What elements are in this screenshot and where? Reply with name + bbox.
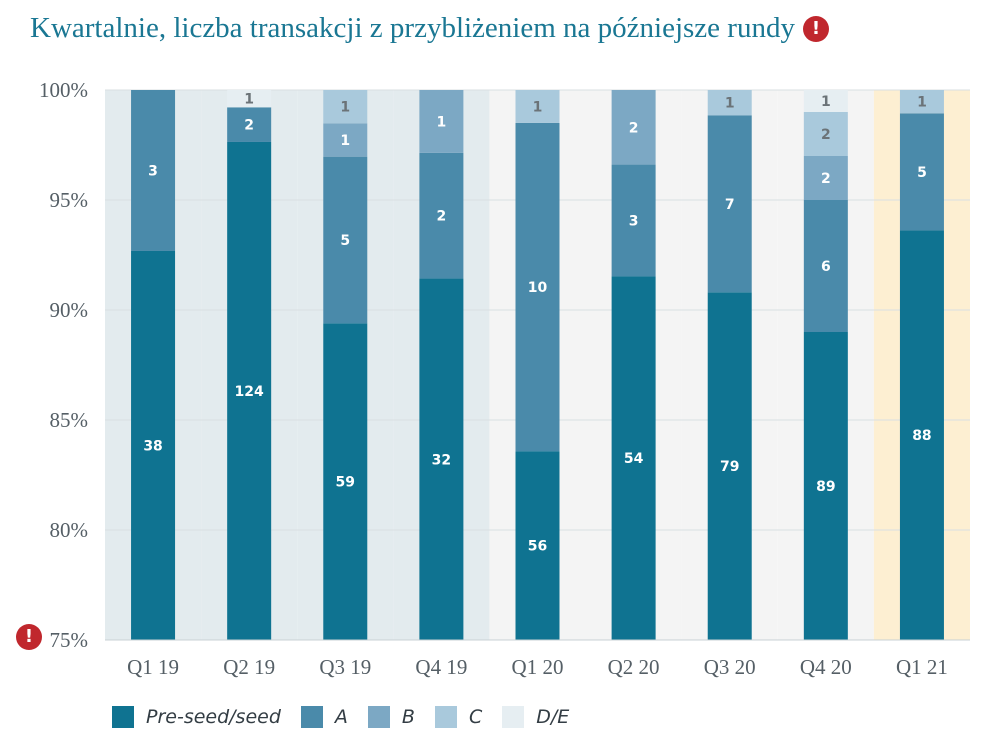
bar-segment [899, 230, 944, 640]
data-label: 2 [244, 118, 254, 134]
data-label: 56 [528, 539, 547, 555]
data-label: 38 [143, 438, 162, 454]
bar-segment [611, 90, 656, 165]
data-label: 3 [629, 214, 639, 230]
bar-segment [323, 323, 368, 640]
legend-swatch [434, 706, 457, 728]
y-tick-label: 90% [50, 298, 89, 322]
bar-segment [131, 250, 176, 640]
data-label: 88 [912, 428, 931, 444]
y-tick-label: 100% [39, 78, 88, 102]
legend-swatch [502, 706, 525, 728]
bar-segment [707, 90, 752, 116]
alert-icon: ! [802, 16, 829, 42]
legend-label: A [334, 706, 348, 728]
data-label: 10 [528, 280, 548, 296]
bar-segment [515, 122, 560, 452]
bar-segment [803, 156, 848, 200]
y-tick-label: 95% [50, 188, 89, 212]
bar-segment [611, 276, 656, 640]
legend-item: C [434, 706, 483, 728]
data-label: 1 [917, 95, 927, 111]
bar-segment [611, 164, 656, 277]
y-tick-label: 80% [50, 518, 89, 542]
x-tick-label: Q1 20 [512, 655, 564, 679]
chart-title: Kwartalnie, liczba transakcji z przybliż… [30, 12, 829, 45]
legend-label: B [401, 706, 415, 728]
x-tick-label: Q2 19 [223, 655, 275, 679]
data-label: 1 [244, 92, 254, 108]
bar-segment [419, 278, 464, 640]
bar-segment [515, 451, 560, 640]
data-label: 79 [720, 459, 739, 475]
data-label: 54 [624, 451, 644, 467]
data-label: 6 [821, 259, 831, 275]
legend-swatch [112, 706, 134, 728]
bar-segment [323, 123, 368, 157]
data-label: 32 [432, 452, 451, 468]
bar-segment [227, 141, 272, 640]
data-label: 2 [437, 209, 447, 225]
bar-segment [323, 90, 368, 124]
data-label: 1 [340, 133, 350, 149]
bar-segment [419, 90, 464, 153]
bar-segment [227, 107, 272, 142]
data-label: 5 [340, 233, 350, 249]
x-tick-label: Q3 20 [704, 655, 756, 679]
legend-label: D/E [536, 706, 570, 728]
chart-legend: Pre-seed/seed A B C D/E [112, 706, 589, 728]
y-tick-label: 85% [50, 408, 89, 432]
data-label: 3 [148, 163, 158, 179]
legend-label: C [468, 706, 483, 728]
data-label: 1 [340, 100, 350, 116]
bar-segment [323, 156, 368, 324]
bar-segment [131, 90, 176, 251]
bar-segment [419, 152, 464, 279]
data-label: 5 [917, 165, 927, 181]
y-tick-label: 75% [50, 628, 89, 652]
legend-swatch [300, 706, 323, 728]
legend-item: D/E [502, 706, 569, 728]
data-label: 1 [725, 96, 735, 112]
data-label: 124 [235, 384, 264, 400]
bar-segment [515, 90, 560, 123]
bar-segment [803, 112, 848, 156]
bar-segment [803, 332, 848, 640]
data-label: 1 [533, 99, 543, 115]
bar-segment [899, 113, 944, 231]
bar-segment [707, 292, 752, 640]
bar-segment [803, 90, 848, 112]
bar-segment [803, 200, 848, 332]
data-label: 2 [821, 127, 831, 143]
legend-item: Pre-seed/seed [112, 706, 281, 728]
stacked-bar-chart: 75%80%85%90%95%100%383124215951132215610… [39, 78, 970, 679]
legend-item: A [300, 706, 348, 728]
data-label: 1 [437, 114, 447, 130]
legend-item: B [367, 706, 415, 728]
x-tick-label: Q2 20 [608, 655, 660, 679]
bar-segment [707, 115, 752, 293]
bar-segment [227, 90, 272, 108]
x-tick-label: Q1 21 [896, 655, 948, 679]
x-tick-label: Q4 20 [800, 655, 852, 679]
data-label: 59 [336, 475, 355, 491]
bar-segment [899, 90, 944, 114]
data-label: 7 [725, 197, 735, 213]
legend-label: Pre-seed/seed [146, 706, 281, 728]
legend-swatch [367, 706, 390, 728]
axis-alert-icon: ! [16, 624, 42, 650]
data-label: 2 [821, 171, 831, 187]
x-tick-label: Q3 19 [319, 655, 371, 679]
data-label: 2 [629, 120, 639, 136]
chart-title-text: Kwartalnie, liczba transakcji z przybliż… [30, 12, 795, 44]
data-label: 89 [816, 479, 835, 495]
x-tick-label: Q1 19 [127, 655, 179, 679]
data-label: 1 [821, 94, 831, 110]
x-tick-label: Q4 19 [415, 655, 467, 679]
